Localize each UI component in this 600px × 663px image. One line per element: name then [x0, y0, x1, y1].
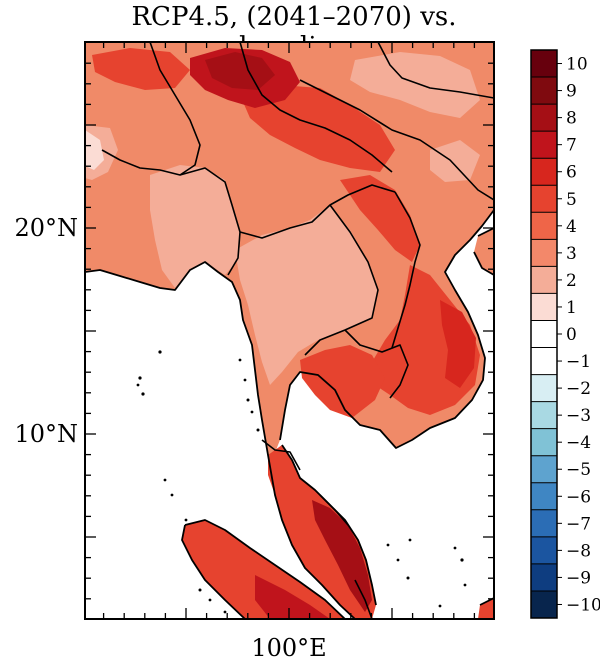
colorbar-swatch	[531, 428, 557, 457]
colorbar-swatch	[531, 590, 557, 619]
colorbar-label: −2	[566, 379, 591, 399]
region-east-pink	[430, 140, 480, 182]
colorbar-label: −1	[566, 352, 591, 372]
colorbar-label: −10	[566, 595, 600, 615]
colorbar-label: 3	[566, 244, 577, 264]
colorbar-swatch	[531, 401, 557, 430]
colorbar-label: −7	[566, 514, 591, 534]
lon-tick-label: 100°E	[251, 634, 326, 662]
land-sumatra	[182, 520, 345, 619]
colorbar-label: 6	[566, 163, 577, 183]
region-yunnan-red	[240, 85, 395, 172]
axis-ticks	[85, 42, 494, 619]
coastlines	[85, 209, 494, 619]
colorbar-label: −8	[566, 541, 591, 561]
land-hainan	[474, 228, 494, 275]
colorbar-swatch	[531, 50, 557, 78]
colorbar-label: −5	[566, 460, 591, 480]
colorbar-label: −9	[566, 568, 591, 588]
colorbar-label: 0	[566, 325, 577, 345]
colorbar-swatch	[531, 131, 557, 159]
land-sumatra-dark	[255, 575, 330, 619]
region-cambodia-red	[300, 345, 385, 418]
colorbar-swatch	[531, 239, 557, 267]
colorbar-frame	[530, 49, 558, 619]
axis-tick-labels: 20°N 10°N 100°E	[14, 214, 326, 662]
colorbar-label: 9	[566, 82, 577, 102]
region-south-coast-red	[440, 300, 476, 388]
colorbar-label: 10	[566, 55, 588, 75]
region-myanmar-central	[150, 165, 240, 288]
region-coast-pink	[85, 130, 104, 170]
colorbar-swatch	[531, 266, 557, 294]
land-borneo	[478, 598, 494, 619]
colorbar-swatch	[531, 185, 557, 213]
colorbar-label: 7	[566, 136, 577, 156]
colorbar-swatch	[531, 455, 557, 484]
colorbar-label: 8	[566, 109, 577, 129]
colorbar-swatch	[531, 212, 557, 240]
colorbar-swatch	[531, 536, 557, 565]
colorbar-label: 2	[566, 271, 577, 291]
colorbar-label: 4	[566, 217, 577, 237]
region-laos-red	[340, 175, 420, 262]
colorbar-swatch	[531, 482, 557, 511]
colorbar-swatch	[531, 104, 557, 132]
lat-tick-label: 10°N	[14, 420, 78, 448]
colorbar-swatch	[531, 320, 557, 349]
islands	[136, 350, 467, 619]
region-north-darkest	[205, 52, 275, 90]
colorbar-label: 1	[566, 298, 577, 318]
colorbar-swatch	[531, 293, 557, 321]
colorbar-swatch	[531, 509, 557, 538]
map-panel	[85, 42, 494, 619]
colorbar-label: −4	[566, 433, 591, 453]
region-thailand-laos	[235, 205, 378, 385]
colorbar-swatch	[531, 347, 557, 376]
country-borders	[101, 42, 494, 619]
colorbar-label: −6	[566, 487, 591, 507]
colorbar-label: 5	[566, 190, 577, 210]
colorbar-swatch	[531, 563, 557, 592]
region-north-pink	[350, 52, 480, 118]
colorbar-label: −3	[566, 406, 591, 426]
colorbar-swatch	[531, 77, 557, 105]
colorbar-swatch	[531, 374, 557, 403]
lat-tick-label: 20°N	[14, 214, 78, 242]
colorbar-swatch	[531, 158, 557, 186]
